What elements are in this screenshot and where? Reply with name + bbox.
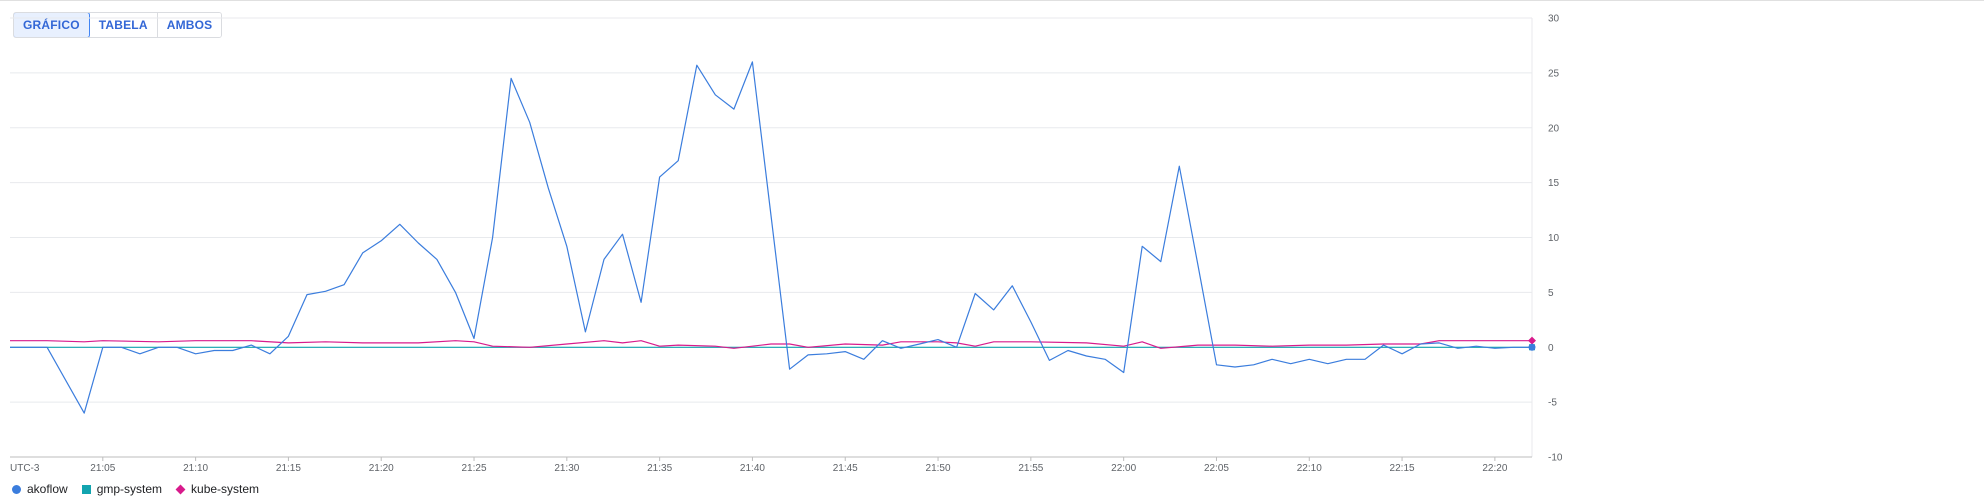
panel-top-border (0, 0, 1984, 1)
toggle-grafico-button[interactable]: GRÁFICO (14, 13, 90, 37)
legend-item-akoflow[interactable]: akoflow (12, 482, 68, 496)
x-tick-label: 21:10 (183, 463, 208, 474)
y-tick-label: 30 (1548, 14, 1560, 25)
x-tick-label: 21:35 (647, 463, 672, 474)
legend: akoflow gmp-system kube-system (12, 482, 259, 496)
toggle-tabela-button[interactable]: TABELA (89, 13, 158, 37)
x-tick-label: 21:50 (926, 463, 951, 474)
legend-label: gmp-system (96, 482, 163, 496)
grid-lines (10, 17, 1532, 458)
axes: UTC-3 -10 -5 0 5 10 15 20 25 30 21:05 21:10 21:15 21… (10, 14, 1563, 474)
x-tick-label: 21:20 (369, 463, 394, 474)
y-tick-label: 5 (1548, 288, 1554, 299)
y-tick-label: 25 (1548, 68, 1560, 79)
series-lines (10, 61, 1532, 414)
timezone-label: UTC-3 (10, 463, 40, 474)
x-tick-label: 21:15 (276, 463, 301, 474)
x-tick-label: 21:55 (1018, 463, 1043, 474)
series-end-marker-kube-system (1528, 336, 1536, 345)
y-tick-label: 15 (1548, 178, 1560, 189)
series-line-kube-system[interactable] (10, 340, 1532, 349)
y-tick-label: 10 (1548, 233, 1560, 244)
x-tick-label: 21:30 (554, 463, 579, 474)
x-tick-label: 21:40 (740, 463, 765, 474)
series-line-akoflow[interactable] (10, 61, 1532, 414)
legend-label: akoflow (27, 482, 68, 496)
x-tick-label: 22:00 (1111, 463, 1136, 474)
legend-label: kube-system (191, 482, 260, 496)
x-tick-label: 21:25 (462, 463, 487, 474)
series-end-markers (1528, 336, 1536, 351)
view-toggle-group: GRÁFICO TABELA AMBOS (13, 12, 223, 38)
legend-item-kube-system[interactable]: kube-system (175, 482, 260, 496)
legend-square-icon (81, 484, 91, 494)
legend-diamond-icon (175, 484, 186, 494)
x-tick-label: 22:15 (1390, 463, 1415, 474)
x-tick-label: 22:10 (1297, 463, 1322, 474)
series-end-marker-akoflow (1528, 343, 1536, 351)
toggle-ambos-button[interactable]: AMBOS (157, 13, 222, 37)
y-tick-label: 0 (1548, 343, 1554, 354)
legend-item-gmp-system[interactable]: gmp-system (81, 482, 163, 496)
x-tick-label: 21:05 (90, 463, 115, 474)
legend-circle-icon (12, 484, 21, 494)
y-tick-label: 20 (1548, 123, 1560, 134)
x-tick-label: 21:45 (833, 463, 858, 474)
x-tick-label: 22:05 (1204, 463, 1229, 474)
y-tick-label: -5 (1548, 398, 1557, 409)
x-tick-label: 22:20 (1482, 463, 1507, 474)
y-tick-label: -10 (1548, 453, 1563, 464)
